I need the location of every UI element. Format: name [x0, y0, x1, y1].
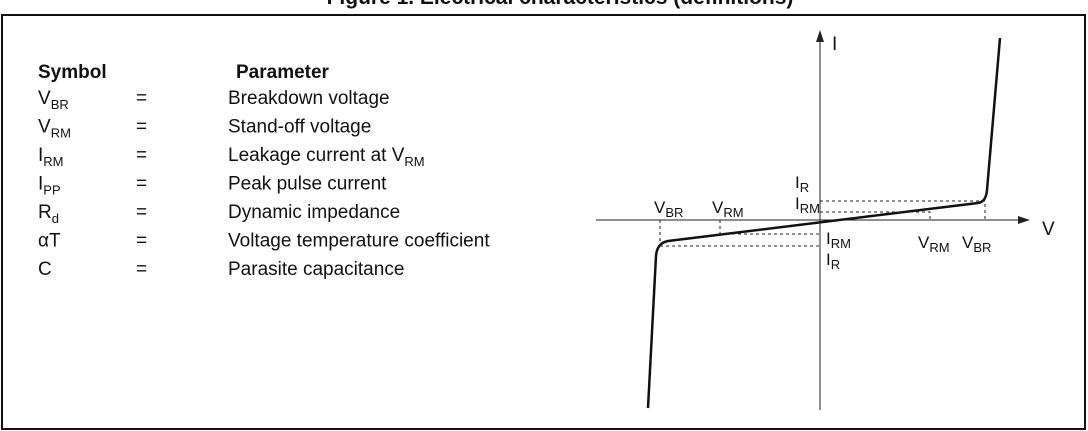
v-arrow: [1018, 216, 1030, 224]
header-parameter: Parameter: [236, 62, 330, 83]
label-main: I: [795, 194, 800, 213]
i-axis-label: I: [832, 34, 837, 55]
label-sub: BR: [973, 240, 991, 255]
dashed-guides: [659, 200, 986, 247]
parameter: Peak pulse current: [228, 174, 387, 195]
symbol-sub: d: [52, 211, 59, 226]
curve-label: VBR: [654, 198, 683, 220]
parameter-main: Parasite capacitance: [228, 259, 404, 280]
parameter: Leakage current at VRM: [228, 145, 425, 169]
parameter-sub: RM: [404, 154, 424, 169]
parameter: Parasite capacitance: [228, 259, 404, 280]
parameter-main: Breakdown voltage: [228, 88, 390, 109]
curve-label: IRM: [826, 229, 851, 251]
symbol-main: I: [38, 145, 43, 166]
symbol: VRM: [38, 117, 71, 141]
figure-title: Figure 1. Electrical characteristics (de…: [327, 0, 794, 9]
label-main: I: [826, 229, 831, 248]
iv-curve: [646, 37, 1002, 409]
curve-label: IR: [795, 173, 809, 195]
parameter-main: Dynamic impedance: [228, 202, 400, 223]
label-sub: R: [800, 180, 809, 195]
label-main: I: [826, 250, 831, 269]
curve-label: IR: [826, 250, 840, 272]
iv-diagram: I V: [596, 30, 1055, 410]
parameter: Breakdown voltage: [228, 88, 390, 109]
equals: =: [136, 88, 147, 109]
symbol: Rd: [38, 202, 59, 226]
i-arrow: [816, 30, 824, 42]
label-sub: RM: [929, 240, 949, 255]
label-main: I: [795, 173, 800, 192]
label-sub: RM: [800, 201, 820, 216]
parameter-main: Voltage temperature coefficient: [228, 231, 490, 252]
curve-label: VRM: [712, 198, 744, 220]
label-sub: BR: [665, 205, 683, 220]
header-symbol: Symbol: [38, 62, 107, 83]
symbol-table: Symbol Parameter VBR = Breakdown voltageVR…: [38, 62, 490, 280]
label-main: V: [712, 198, 724, 217]
symbol: C: [38, 259, 52, 280]
equals: =: [136, 117, 147, 138]
symbol: VBR: [38, 88, 69, 112]
symbol: αT: [38, 231, 61, 252]
equals: =: [136, 259, 147, 280]
symbol-main: C: [38, 259, 52, 280]
equals: =: [136, 174, 147, 195]
symbol: IPP: [38, 174, 61, 198]
symbol-sub: RM: [43, 154, 63, 169]
equals: =: [136, 202, 147, 223]
curve-label: VBR: [962, 233, 991, 255]
symbol-main: R: [38, 202, 52, 223]
symbol-sub: BR: [51, 97, 69, 112]
parameter: Stand-off voltage: [228, 117, 371, 138]
parameter: Dynamic impedance: [228, 202, 400, 223]
symbol-sub: PP: [43, 183, 60, 198]
symbol-sub: RM: [51, 126, 71, 141]
label-sub: RM: [723, 205, 743, 220]
symbol-main: αT: [38, 231, 61, 252]
parameter-main: Stand-off voltage: [228, 117, 371, 138]
symbol-main: V: [38, 117, 51, 138]
curve-label: VRM: [918, 233, 950, 255]
equals: =: [136, 145, 147, 166]
frame: [1, 14, 1086, 430]
equals: =: [136, 231, 147, 252]
symbol-main: V: [38, 88, 51, 109]
label-main: V: [654, 198, 666, 217]
symbol-main: I: [38, 174, 43, 195]
curve-label: IRM: [795, 194, 820, 216]
symbol: IRM: [38, 145, 64, 169]
label-sub: R: [831, 257, 840, 272]
label-main: V: [918, 233, 930, 252]
label-sub: RM: [831, 236, 851, 251]
parameter-main: Peak pulse current: [228, 174, 387, 195]
parameter: Voltage temperature coefficient: [228, 231, 490, 252]
label-main: V: [962, 233, 974, 252]
v-axis-label: V: [1042, 219, 1055, 240]
parameter-main: Leakage current at V: [228, 145, 405, 166]
